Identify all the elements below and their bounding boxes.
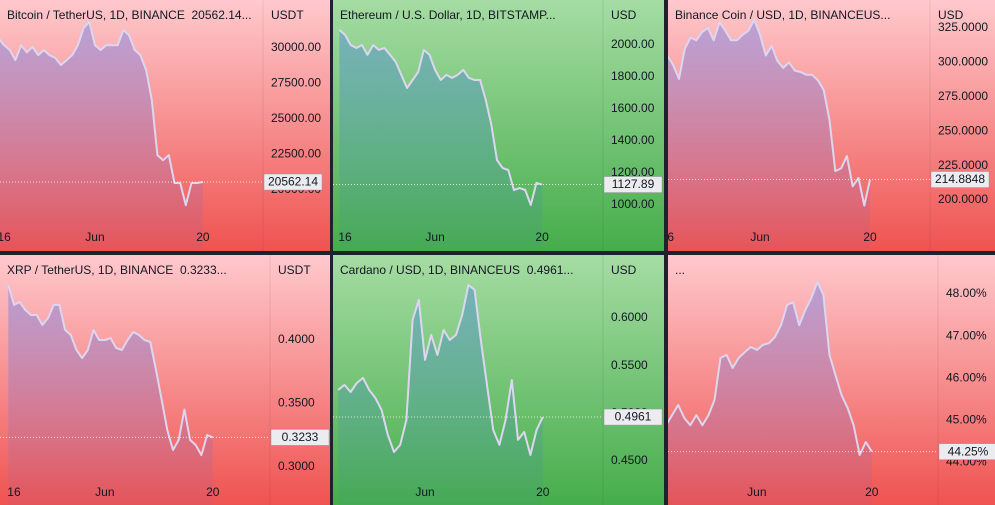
y-tick-label: 1600.00 [611, 101, 655, 115]
x-tick-label: 16 [7, 485, 21, 499]
currency-label: USD [938, 8, 964, 22]
last-price-box [938, 443, 995, 460]
chart-title: ... [675, 263, 685, 277]
area [0, 22, 203, 250]
chart-panel: 20000.0022500.0025000.0027500.0030000.00… [0, 0, 330, 251]
area [668, 281, 872, 505]
y-tick-label: 300.0000 [938, 55, 988, 69]
chart-title: Binance Coin / USD, 1D, BINANCEUS... [675, 8, 890, 22]
y-tick-label: 0.4000 [278, 332, 315, 346]
price-line [7, 284, 214, 457]
y-tick-label: 27500.00 [271, 76, 321, 90]
y-tick-label: 1800.00 [611, 69, 655, 83]
chart-title: Bitcoin / TetherUS, 1D, BINANCE 20562.14… [7, 8, 252, 22]
x-tick-label: Jun [415, 485, 434, 499]
last-price-box [270, 429, 330, 446]
y-tick-label: 0.3000 [278, 459, 315, 473]
x-tick-label: Jun [85, 230, 104, 244]
chart-panel: 0.3000 0.3500 0.4000 16 Jun 20 XRP / TetherUS,… [0, 255, 330, 505]
last-price-box [930, 171, 990, 188]
currency-label: USDT [271, 8, 304, 22]
price-line [668, 280, 873, 456]
chart-panel: 1000.00 1200.00 1400.00 1600.00 1800.00 2000.… [333, 0, 664, 251]
x-tick-label: Jun [747, 485, 766, 499]
x-tick-label: 16 [661, 230, 675, 244]
last-price-label: 0.4961 [615, 410, 652, 424]
area [338, 285, 543, 505]
y-tick-label: 325.0000 [938, 20, 988, 34]
chart-title: Cardano / USD, 1D, BINANCEUS 0.4961... [340, 263, 573, 277]
currency-label: USD [611, 8, 637, 22]
y-tick-label: 46.00% [946, 370, 987, 384]
y-tick-label: 200.0000 [938, 192, 988, 206]
price-line [338, 29, 543, 206]
y-tick-label: 22500.00 [271, 147, 321, 161]
y-tick-label: 30000.00 [271, 40, 321, 54]
x-tick-label: 20 [865, 485, 879, 499]
y-tick-label: 1200.00 [611, 165, 655, 179]
last-price-box [603, 408, 663, 426]
y-tick-label: 0.5500 [611, 358, 648, 372]
last-price-label: 1127.89 [612, 177, 655, 191]
currency-label: USD [611, 263, 637, 277]
last-price-label: 214.8848 [935, 172, 985, 186]
y-tick-label: 0.6000 [611, 310, 648, 324]
y-tick-label: 25000.00 [271, 111, 321, 125]
chart-panel: 200.0000 225.0000 250.0000 275.0000 300.0000… [661, 0, 995, 251]
price-line [0, 21, 204, 207]
y-tick-label: 47.00% [946, 328, 987, 342]
x-tick-label: Jun [425, 230, 444, 244]
y-tick-label: 1000.00 [611, 197, 655, 211]
area [668, 19, 870, 250]
chart-title: Ethereum / U.S. Dollar, 1D, BITSTAMP... [340, 8, 556, 22]
last-price-label: 0.3233 [282, 430, 319, 444]
area [339, 29, 543, 251]
currency-label: USDT [278, 263, 311, 277]
chart-title: XRP / TetherUS, 1D, BINANCE 0.3233... [7, 263, 227, 277]
y-tick-label: 250.0000 [938, 123, 988, 137]
y-tick-label: 45.00% [946, 412, 987, 426]
price-line [668, 18, 871, 207]
y-tick-label: 1400.00 [611, 133, 655, 147]
y-tick-label: 0.3500 [278, 396, 315, 410]
y-tick-label: 225.0000 [938, 158, 988, 172]
x-tick-label: Jun [95, 485, 114, 499]
x-tick-label: 16 [0, 230, 11, 244]
chart-panel: 44.00%45.00%46.00%47.00%48.00%Jun 20...44… [668, 255, 995, 505]
x-tick-label: 20 [206, 485, 220, 499]
x-tick-label: 20 [863, 230, 877, 244]
x-tick-label: 20 [196, 230, 210, 244]
last-price-label: 20562.14 [268, 175, 318, 189]
y-tick-label: 48.00% [946, 286, 987, 300]
x-tick-label: 20 [536, 485, 550, 499]
x-tick-label: Jun [750, 230, 769, 244]
y-tick-label: 0.4500 [611, 453, 648, 467]
area [8, 285, 213, 505]
x-tick-label: 16 [338, 230, 352, 244]
x-tick-label: 20 [535, 230, 549, 244]
price-line [337, 284, 544, 456]
y-tick-label: 2000.00 [611, 37, 655, 51]
last-price-box [603, 176, 663, 193]
y-tick-label: 275.0000 [938, 89, 988, 103]
last-price-label: 44.25% [948, 444, 989, 458]
last-price-box [263, 173, 323, 191]
